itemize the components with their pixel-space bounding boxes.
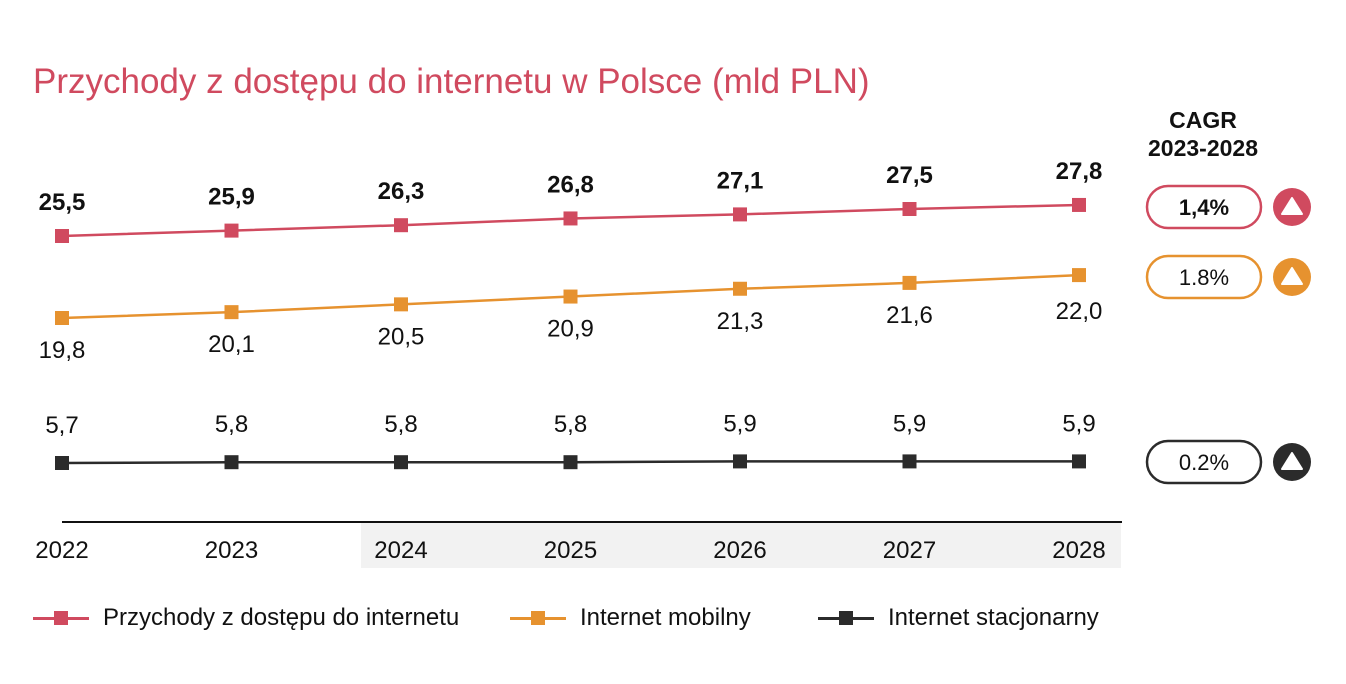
icon-triangle (1281, 452, 1303, 470)
legend-item: Internet stacjonarny (818, 604, 1099, 632)
data-point (394, 297, 408, 312)
cagr-pill (1145, 254, 1263, 300)
cagr-header: CAGR 2023-2028 (1128, 106, 1278, 162)
data-point (55, 229, 69, 243)
x-tick-label: 2024 (374, 537, 427, 564)
cagr-value: 0.2% (1179, 450, 1229, 475)
legend-item: Przychody z dostępu do internetu (33, 604, 459, 632)
data-point (224, 305, 239, 320)
data-label: 5,9 (723, 410, 756, 437)
data-point (733, 454, 747, 469)
data-label: 25,9 (208, 184, 255, 211)
cagr-header-line1: CAGR (1169, 107, 1237, 133)
legend-label: Internet stacjonarny (888, 604, 1099, 631)
icon-triangle (1281, 197, 1303, 215)
data-label: 21,3 (717, 308, 764, 335)
data-point (55, 456, 69, 470)
data-label: 26,8 (547, 171, 594, 198)
data-point (394, 218, 408, 233)
data-label: 20,9 (547, 316, 594, 343)
data-label: 5,7 (45, 412, 78, 439)
legend-swatch (510, 610, 566, 625)
data-label: 5,8 (384, 411, 417, 438)
legend-label: Internet mobilny (580, 604, 751, 631)
data-label: 27,1 (717, 167, 764, 194)
data-point (902, 454, 917, 469)
triangle-up-icon (1273, 443, 1311, 481)
cagr-value: 1.8% (1179, 265, 1229, 290)
data-label: 20,1 (208, 331, 255, 358)
triangle-up-icon (1273, 258, 1311, 296)
x-tick-label: 2022 (35, 537, 88, 564)
data-label: 19,8 (39, 337, 86, 364)
x-tick-label: 2026 (713, 537, 766, 564)
data-label: 5,9 (1062, 410, 1095, 437)
data-point (55, 311, 69, 325)
x-tick-label: 2023 (205, 537, 258, 564)
data-point (733, 281, 747, 296)
data-point (1072, 197, 1086, 212)
data-point (224, 223, 239, 238)
legend-item: Internet mobilny (510, 604, 751, 632)
cagr-pill (1145, 439, 1263, 485)
data-label: 25,5 (39, 189, 86, 216)
legend-marker (839, 610, 853, 625)
data-label: 5,8 (554, 411, 587, 438)
data-label: 20,5 (378, 323, 425, 350)
data-point (563, 455, 578, 470)
data-label: 21,6 (886, 302, 933, 329)
data-label: 5,9 (893, 410, 926, 437)
data-point (563, 289, 578, 304)
data-label: 5,8 (215, 411, 248, 438)
cagr-value: 1,4% (1179, 195, 1229, 220)
data-point (394, 455, 408, 470)
data-label: 27,5 (886, 162, 933, 189)
data-point (224, 455, 239, 470)
x-tick-label: 2027 (883, 537, 936, 564)
data-label: 22,0 (1056, 298, 1103, 325)
data-point (1072, 268, 1086, 283)
legend-swatch (33, 610, 89, 625)
data-point (563, 211, 578, 226)
data-point (902, 275, 917, 290)
data-label: 27,8 (1056, 158, 1103, 185)
legend: Przychody z dostępu do internetu Internet… (0, 604, 1346, 644)
data-point (902, 202, 917, 216)
x-tick-label: 2028 (1052, 537, 1105, 564)
x-tick-label: 2025 (544, 537, 597, 564)
legend-marker (531, 610, 545, 625)
data-label: 26,3 (378, 178, 425, 205)
chart-title: Przychody z dostępu do internetu w Polsc… (33, 62, 870, 101)
data-point (733, 207, 747, 222)
legend-marker (54, 610, 68, 625)
highlight-band (361, 522, 1121, 568)
legend-swatch (818, 610, 874, 625)
cagr-header-line2: 2023-2028 (1148, 135, 1258, 161)
icon-triangle (1281, 267, 1303, 285)
triangle-up-icon (1273, 188, 1311, 226)
legend-label: Przychody z dostępu do internetu (103, 604, 460, 631)
data-point (1072, 454, 1086, 469)
cagr-pill (1145, 184, 1263, 230)
